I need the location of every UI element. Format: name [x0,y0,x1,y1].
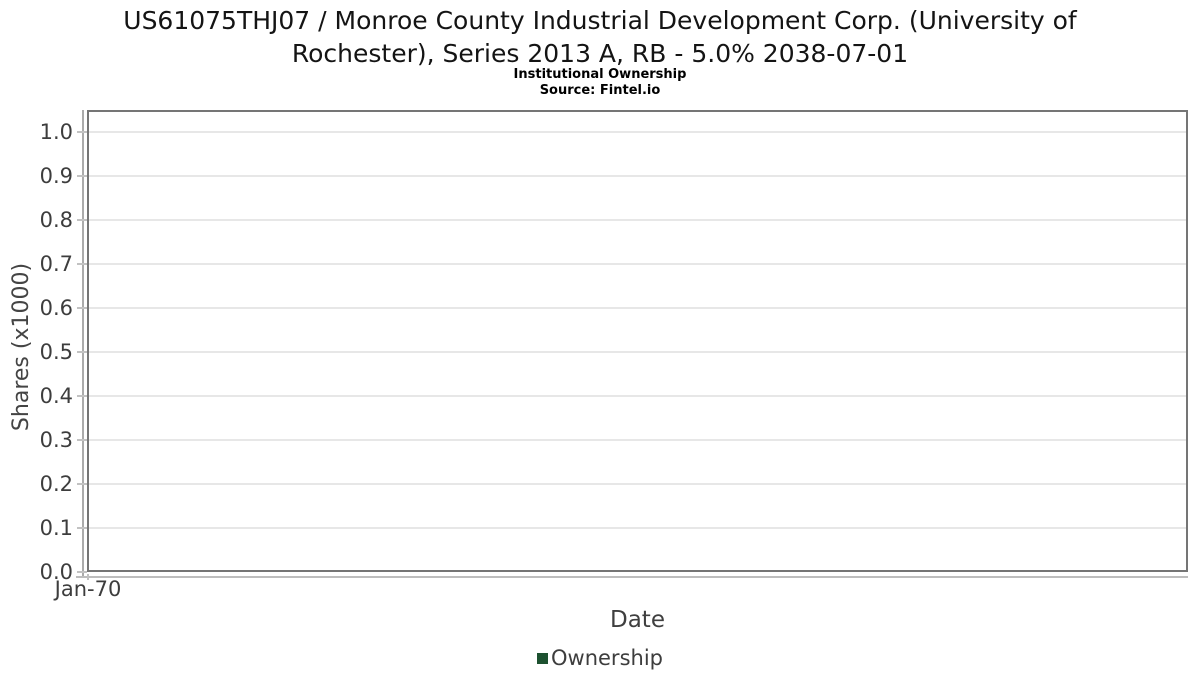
legend: Ownership [0,644,1200,672]
y-tick-label: 1.0 [39,120,73,144]
legend-entry-ownership[interactable]: Ownership [537,645,663,671]
y-axis-line [82,110,84,577]
chart-source: Source: Fintel.io [539,83,661,98]
legend-marker-icon [537,652,548,664]
chart-title: US61075THJ07 / Monroe County Industrial … [0,4,1200,70]
y-tick-label: 0.2 [39,472,73,496]
chart-subtitle: Institutional Ownership [513,67,687,82]
y-axis-title: Shares (x1000) [9,262,34,432]
x-axis-line [76,576,1188,578]
y-tick-label: 0.1 [39,516,73,540]
y-tick-label: 0.8 [39,208,73,232]
chart-title-line-1: US61075THJ07 / Monroe County Industrial … [123,6,1077,35]
legend-label: Ownership [551,646,663,670]
chart-title-line-2: Rochester), Series 2013 A, RB - 5.0% 203… [291,39,909,68]
y-tick-label: 0.9 [39,164,73,188]
x-axis-title: Date [610,607,665,633]
x-tick-label: Jan-70 [54,577,122,601]
chart-subtitle-block: Institutional Ownership Source: Fintel.i… [0,67,1200,99]
plot-area[interactable] [87,110,1188,572]
x-tick-mark [87,574,89,580]
